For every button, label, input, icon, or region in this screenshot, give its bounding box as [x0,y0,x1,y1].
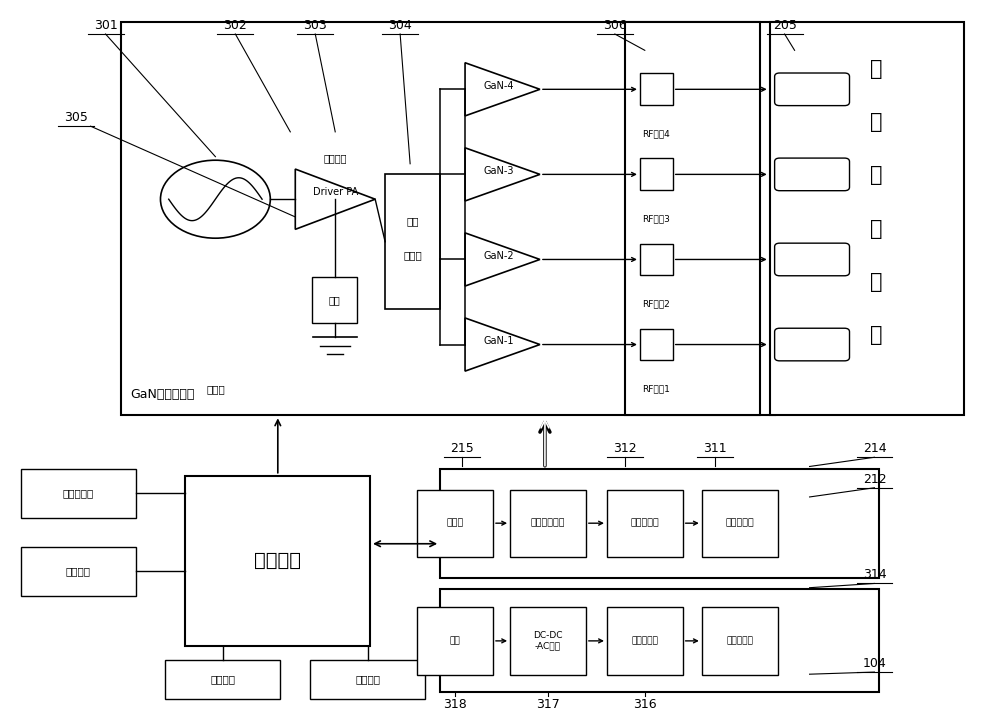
Text: DC-DC
-AC轉換: DC-DC -AC轉換 [533,631,563,650]
Bar [510,607,586,674]
Bar [440,589,879,692]
Bar [417,490,493,557]
Text: 相: 相 [870,59,883,79]
Text: 液: 液 [870,165,883,185]
Text: 負載: 負載 [329,295,341,305]
Bar [312,277,357,323]
Bar [640,73,673,106]
Bar [21,468,136,518]
FancyBboxPatch shape [775,243,850,276]
Text: 充電接收圈: 充電接收圈 [725,518,754,528]
Text: GaN-3: GaN-3 [484,166,514,176]
FancyBboxPatch shape [775,73,850,106]
Bar [702,607,778,674]
Text: 接收控制器: 接收控制器 [630,518,659,528]
Bar [607,607,683,674]
Bar [417,607,493,674]
Text: 蓝牙模块: 蓝牙模块 [66,566,91,576]
Text: 預放大器: 預放大器 [323,153,347,163]
Bar [640,244,673,275]
Text: 304: 304 [388,19,412,32]
Text: RF輸出2: RF輸出2 [642,299,670,308]
Text: 303: 303 [303,19,327,32]
Text: 317: 317 [536,698,560,711]
Text: 214: 214 [863,442,886,456]
Bar [185,476,370,646]
Text: 加: 加 [870,219,883,239]
Text: 温度显示: 温度显示 [355,674,380,684]
Text: 腔: 腔 [870,324,883,345]
Text: RF輸出4: RF輸出4 [642,129,670,138]
Text: 電池組: 電池組 [446,518,464,528]
Text: 305: 305 [64,111,88,124]
Text: 312: 312 [613,442,637,456]
Bar [165,660,280,699]
Text: GaN-4: GaN-4 [484,81,514,91]
FancyBboxPatch shape [775,328,850,361]
Text: 302: 302 [223,19,247,32]
Text: 触摸控制: 触摸控制 [210,674,235,684]
Bar [310,660,425,699]
Text: RF輸出1: RF輸出1 [642,384,670,394]
Bar [21,547,136,596]
Bar [640,158,673,190]
Bar [440,468,879,578]
Text: GaN-1: GaN-1 [484,336,514,346]
Text: 104: 104 [863,657,886,670]
Text: RF輸出3: RF輸出3 [642,214,670,223]
Bar [625,22,760,416]
Text: 熱: 熱 [870,272,883,292]
Bar [702,490,778,557]
Text: 信号源: 信号源 [206,384,225,394]
Text: 205: 205 [773,19,797,32]
Text: 215: 215 [450,442,474,456]
Text: 301: 301 [94,19,117,32]
Text: 316: 316 [633,698,657,711]
FancyBboxPatch shape [775,158,850,190]
Bar [640,329,673,361]
Bar [385,175,440,309]
Bar [510,490,586,557]
Text: Driver PA: Driver PA [313,187,358,197]
Text: 温度传感器: 温度传感器 [62,488,94,498]
Bar [607,490,683,557]
Text: 212: 212 [863,473,886,486]
Text: 306: 306 [603,19,627,32]
Text: 分配器: 分配器 [403,250,422,260]
Bar [770,22,964,416]
Text: 變: 變 [870,113,883,133]
Text: 控制系统: 控制系统 [254,551,301,570]
Text: GaN微波功率源: GaN微波功率源 [131,389,195,401]
Text: 市電: 市電 [450,637,460,645]
Text: 314: 314 [863,568,886,581]
Bar [121,22,775,416]
Text: 充放電控制器: 充放電控制器 [531,518,565,528]
Text: 充電發射圈: 充電發射圈 [726,637,753,645]
Text: 發射控制器: 發射控制器 [631,637,658,645]
Text: GaN-2: GaN-2 [483,251,514,261]
Text: 318: 318 [443,698,467,711]
Text: 功率: 功率 [406,217,419,227]
Text: 311: 311 [703,442,727,456]
